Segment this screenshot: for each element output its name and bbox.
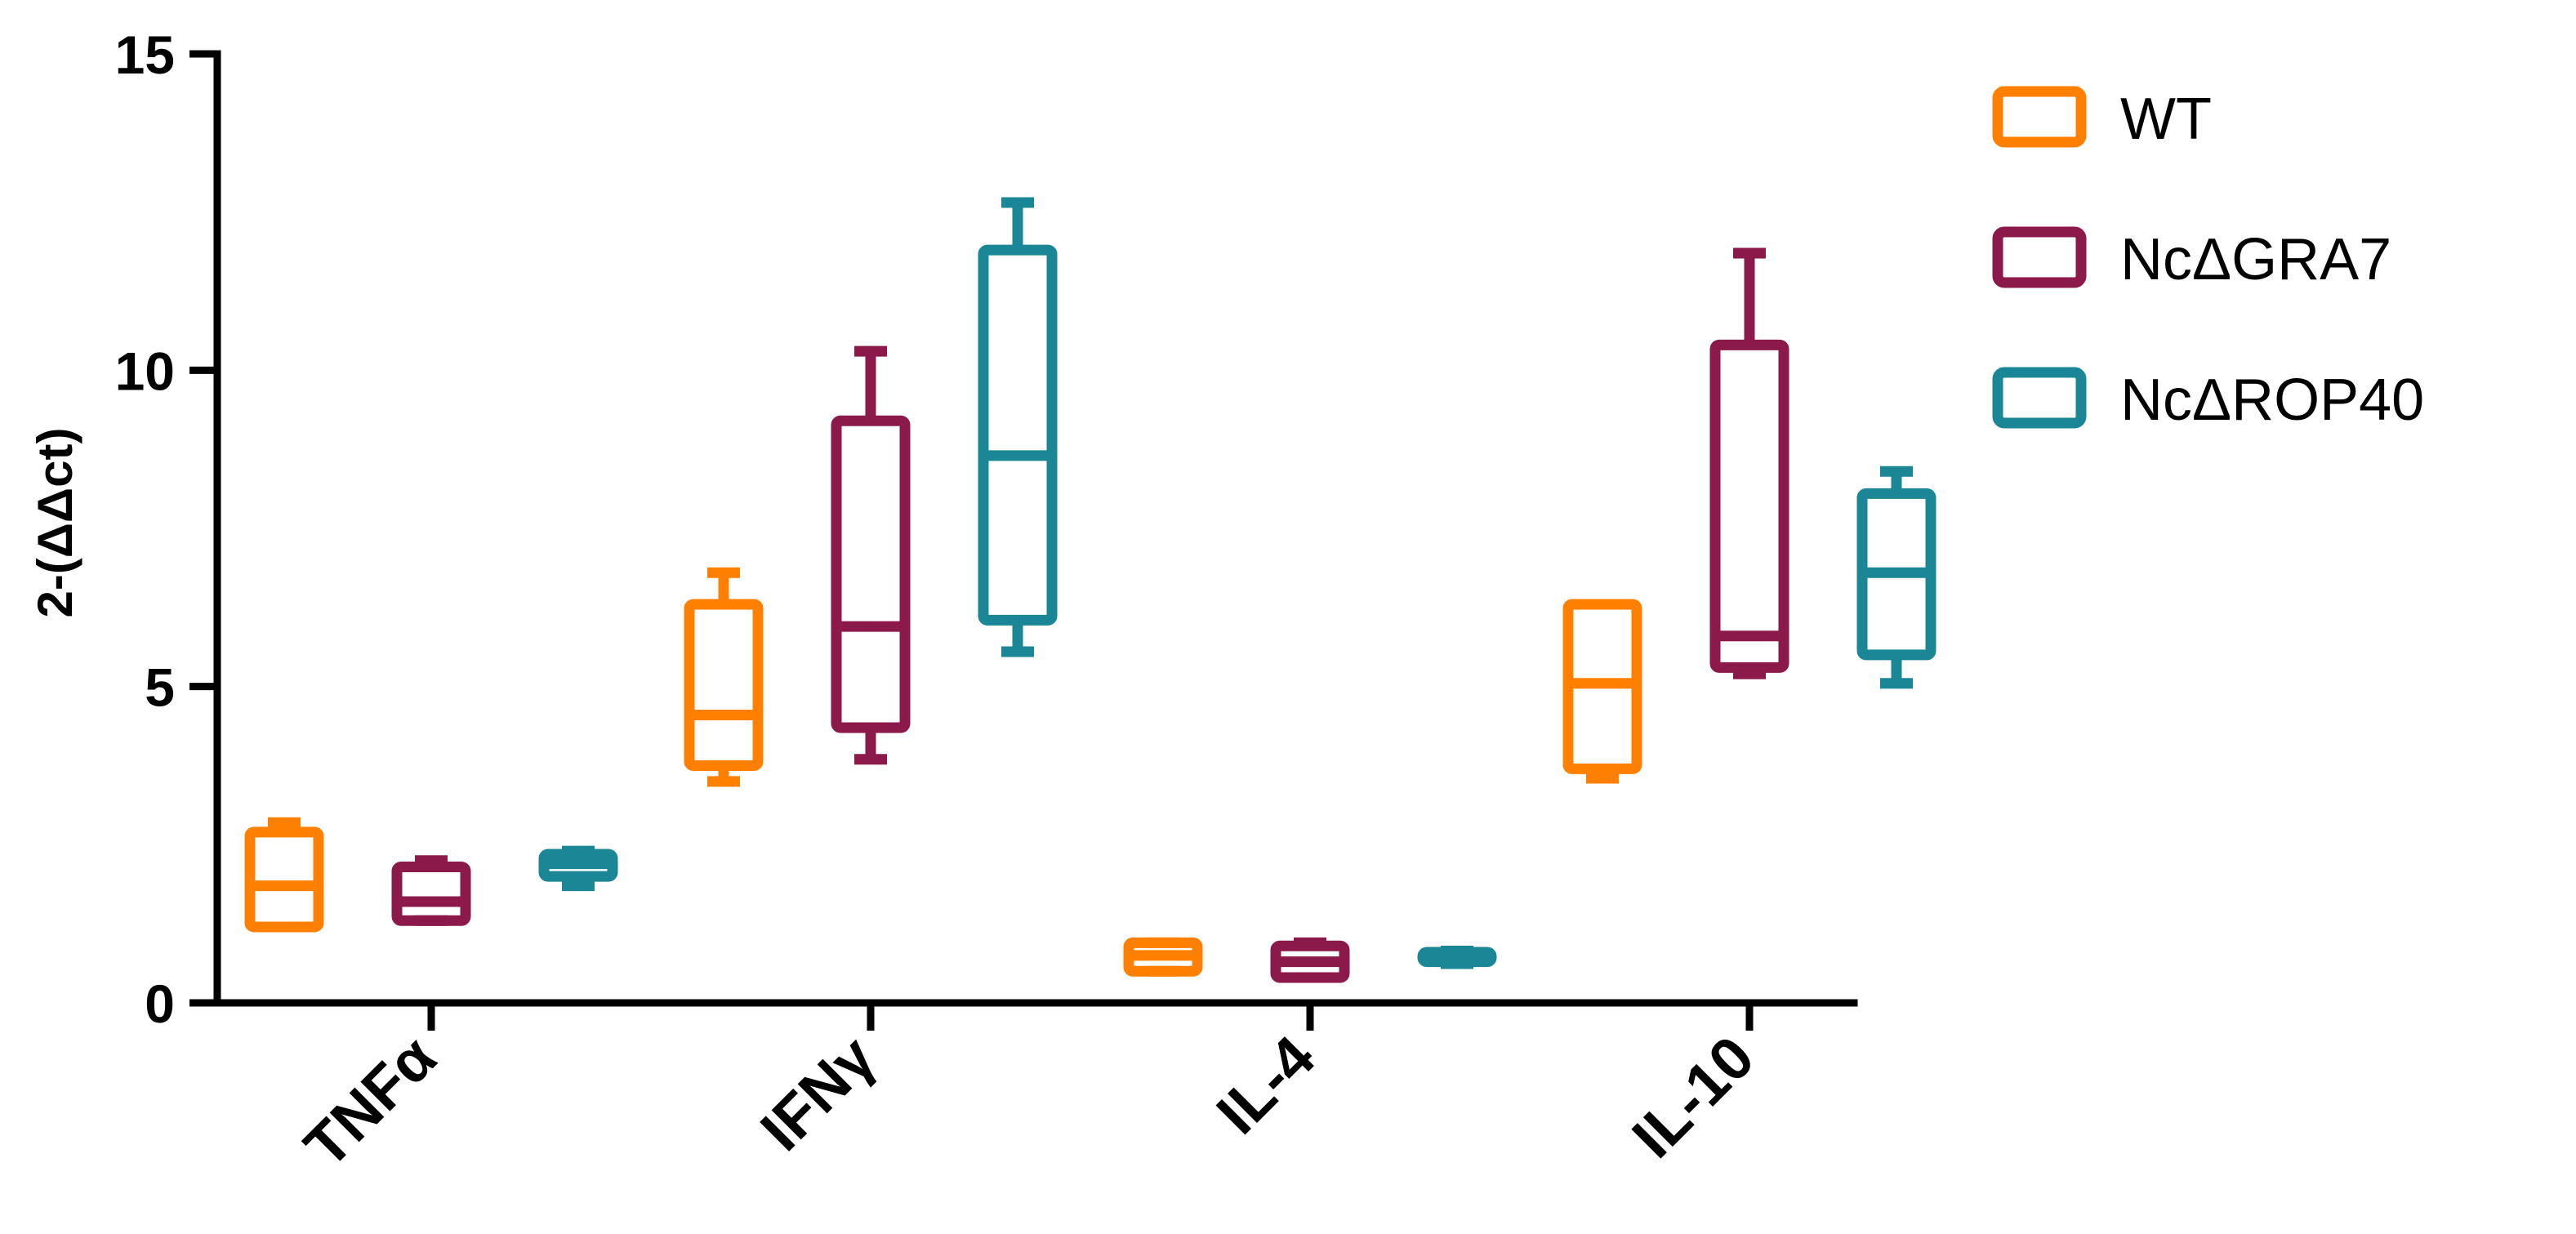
legend-label: NcΔROP40 [2120,368,2424,433]
box-2-0 [538,845,618,892]
legend-label: NcΔGRA7 [2120,227,2391,292]
legend-item-2: NcΔROP40 [1992,367,2424,433]
y-tick-label-0: 0 [145,973,175,1034]
legend-swatch [1992,367,2087,429]
box-0-2 [1123,937,1203,977]
x-tick-label-2: IL-4 [1204,1023,1328,1147]
box-1-2 [1270,937,1350,983]
box-0-3 [1562,599,1642,784]
y-ticks: 0 5 10 15 [115,25,217,1034]
x-tick-label-3: IL-10 [1619,1023,1767,1171]
box-2-1 [978,197,1058,657]
y-tick-label-3: 15 [115,25,175,85]
legend-swatch [1992,86,2087,148]
legend-swatch [1992,226,2087,288]
box-body [684,599,764,772]
legend: WT NcΔGRA7 NcΔROP40 [1992,86,2424,433]
x-ticks: TNFα IFNγ IL-4 IL-10 [292,1003,1767,1180]
box-1-0 [391,855,471,926]
box-body [244,826,324,933]
x-tick-label-1: IFNγ [747,1023,888,1164]
axes [213,50,1858,1007]
y-tick-label-1: 5 [145,657,175,718]
x-tick-label-0: TNFα [292,1023,449,1181]
box-body [391,861,471,926]
box-body [978,244,1058,626]
y-axis-label: 2-(ΔΔct) [28,428,82,618]
legend-label: WT [2120,87,2212,152]
box-body [831,415,911,733]
box-0-0 [244,817,324,933]
box-2-3 [1856,466,1936,689]
box-0-1 [684,567,764,787]
box-body [1709,339,1789,673]
legend-item-1: NcΔGRA7 [1992,226,2391,292]
box-2-2 [1417,945,1497,969]
legend-item-0: WT [1992,86,2212,152]
box-1-3 [1709,247,1789,679]
boxes [244,197,1936,983]
box-1-1 [831,345,911,765]
y-tick-label-2: 10 [115,341,175,401]
